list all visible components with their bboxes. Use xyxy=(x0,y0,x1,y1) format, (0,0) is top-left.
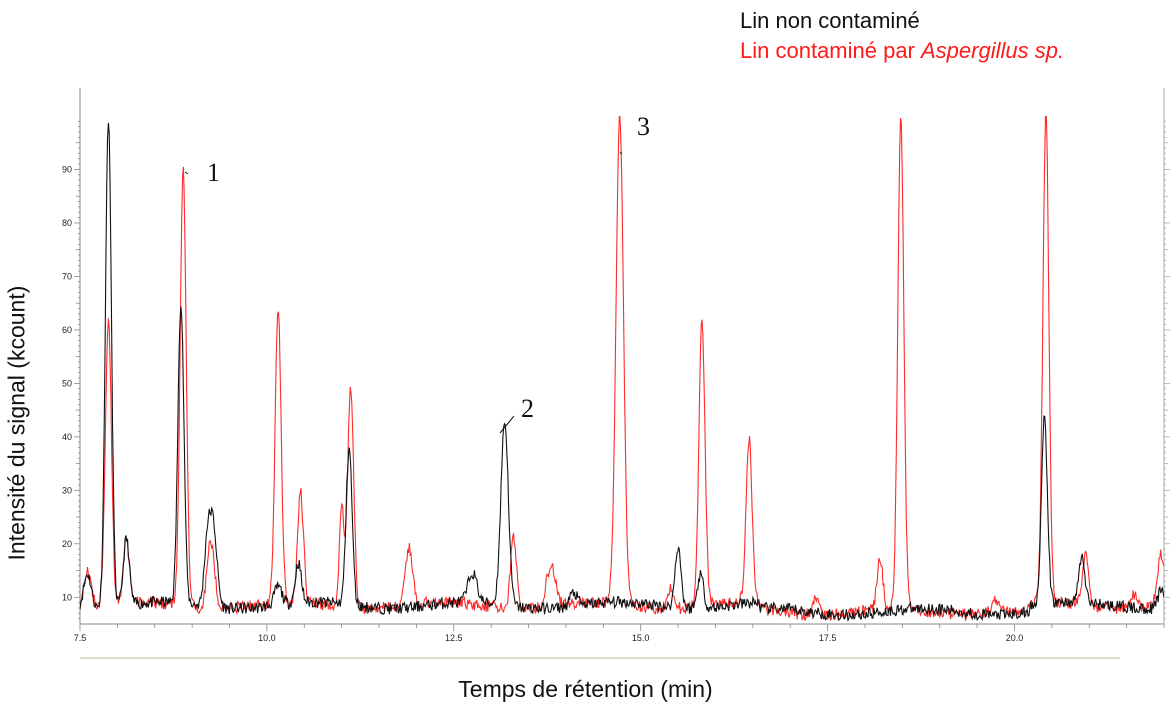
legend-contaminated-species: Aspergillus sp. xyxy=(921,38,1065,63)
annotation-layer: 1 2 3 xyxy=(184,112,650,434)
annotation-leader-line xyxy=(619,151,623,155)
series-layer xyxy=(80,116,1164,622)
x-tick-label: 12.5 xyxy=(445,633,463,643)
y-tick-label: 20 xyxy=(62,539,72,549)
y-tick-label: 30 xyxy=(62,485,72,495)
series-line-contaminated xyxy=(80,116,1164,622)
legend-series-contaminated: Lin contaminé par Aspergillus sp. xyxy=(740,36,1064,66)
legend: Lin non contaminé Lin contaminé par Aspe… xyxy=(740,6,1064,66)
y-tick-label: 60 xyxy=(62,325,72,335)
peak-annotation-label: 2 xyxy=(521,394,534,423)
legend-contaminated-prefix: Lin contaminé par xyxy=(740,38,921,63)
annotation-leader-line xyxy=(499,415,515,434)
series-line-uncontaminated xyxy=(80,122,1164,622)
plot-axes xyxy=(74,88,1170,659)
y-tick-label: 40 xyxy=(62,432,72,442)
x-tick-label: 10.0 xyxy=(258,633,276,643)
y-tick-label: 50 xyxy=(62,378,72,388)
x-tick-label: 20.0 xyxy=(1006,633,1024,643)
ticks-layer: 10 20 30 40 50 60 70 80 90 7.5 10.0 12.5 15.0 17.5 20.… xyxy=(62,164,1023,643)
y-axis-label: Intensité du signal (kcount) xyxy=(3,285,30,561)
x-axis-label: Temps de rétention (min) xyxy=(458,676,713,702)
peak-annotation-label: 3 xyxy=(637,112,650,141)
annotation-leader-line xyxy=(184,171,189,175)
y-tick-label: 10 xyxy=(62,592,72,602)
y-tick-label: 70 xyxy=(62,271,72,281)
x-tick-label: 15.0 xyxy=(632,633,650,643)
x-tick-label: 17.5 xyxy=(819,633,837,643)
y-tick-label: 90 xyxy=(62,164,72,174)
x-tick-label: 7.5 xyxy=(74,633,87,643)
legend-series-uncontaminated: Lin non contaminé xyxy=(740,8,920,33)
y-tick-label: 80 xyxy=(62,218,72,228)
peak-annotation-label: 1 xyxy=(207,158,220,187)
